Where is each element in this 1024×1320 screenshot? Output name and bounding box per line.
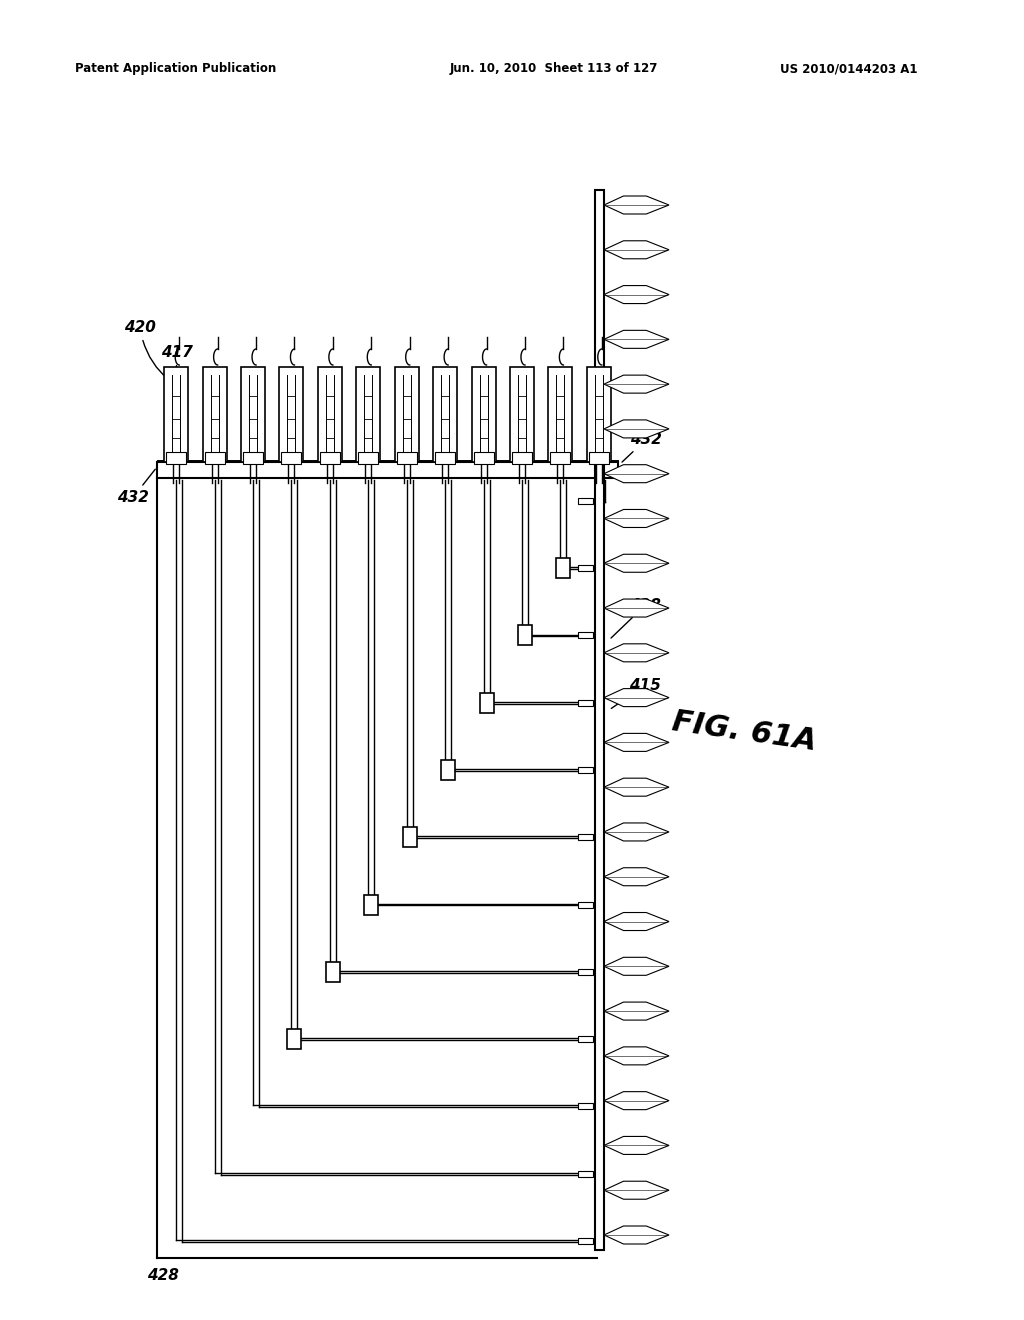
Bar — [578, 834, 593, 841]
Polygon shape — [604, 285, 669, 304]
Bar — [365, 895, 378, 915]
Bar — [578, 1171, 593, 1176]
Bar — [578, 1104, 593, 1109]
Bar — [280, 367, 303, 462]
Bar — [510, 367, 534, 462]
Polygon shape — [604, 689, 669, 706]
Bar — [471, 367, 496, 462]
Polygon shape — [604, 330, 669, 348]
Polygon shape — [604, 195, 669, 214]
Bar — [578, 969, 593, 974]
Polygon shape — [604, 1092, 669, 1110]
Text: 428: 428 — [611, 598, 660, 638]
Bar — [358, 451, 378, 465]
Polygon shape — [604, 1002, 669, 1020]
Polygon shape — [604, 420, 669, 438]
Polygon shape — [604, 1181, 669, 1199]
Bar — [243, 451, 263, 465]
Polygon shape — [604, 867, 669, 886]
Bar — [396, 451, 417, 465]
Bar — [518, 626, 531, 645]
Bar — [326, 962, 340, 982]
Bar — [578, 1238, 593, 1243]
Bar — [556, 558, 570, 578]
Polygon shape — [604, 1137, 669, 1155]
Polygon shape — [604, 510, 669, 528]
Bar — [203, 367, 226, 462]
Bar — [595, 190, 604, 1250]
Polygon shape — [604, 240, 669, 259]
Text: US 2010/0144203 A1: US 2010/0144203 A1 — [780, 62, 918, 75]
Bar — [356, 367, 380, 462]
Bar — [479, 693, 494, 713]
Polygon shape — [604, 1047, 669, 1065]
Polygon shape — [604, 644, 669, 661]
Bar — [394, 367, 419, 462]
Polygon shape — [604, 465, 669, 483]
Bar — [587, 367, 610, 462]
Bar — [550, 451, 570, 465]
Bar — [578, 1036, 593, 1041]
Text: 415: 415 — [611, 678, 660, 709]
Bar — [317, 367, 342, 462]
Polygon shape — [604, 1226, 669, 1243]
Text: Jun. 10, 2010  Sheet 113 of 127: Jun. 10, 2010 Sheet 113 of 127 — [450, 62, 658, 75]
Text: 420: 420 — [124, 319, 169, 380]
Polygon shape — [604, 554, 669, 573]
Bar — [205, 451, 224, 465]
Bar — [319, 451, 340, 465]
Bar — [157, 462, 618, 478]
Bar — [578, 700, 593, 706]
Text: FIG. 61A: FIG. 61A — [670, 708, 818, 756]
Polygon shape — [604, 822, 669, 841]
Bar — [433, 367, 457, 462]
Text: 432: 432 — [622, 432, 662, 462]
Bar — [578, 565, 593, 572]
Bar — [578, 902, 593, 908]
Bar — [578, 498, 593, 504]
Bar — [435, 451, 455, 465]
Text: 428: 428 — [147, 1269, 179, 1283]
Polygon shape — [604, 599, 669, 616]
Polygon shape — [604, 912, 669, 931]
Bar — [473, 451, 494, 465]
Bar — [589, 451, 609, 465]
Bar — [578, 632, 593, 639]
Polygon shape — [604, 734, 669, 751]
Bar — [164, 367, 188, 462]
Polygon shape — [604, 779, 669, 796]
Bar — [578, 767, 593, 774]
Bar — [441, 760, 455, 780]
Text: 417: 417 — [161, 345, 194, 395]
Text: 432: 432 — [117, 469, 156, 506]
Bar — [549, 367, 572, 462]
Bar — [288, 1030, 301, 1049]
Polygon shape — [604, 375, 669, 393]
Bar — [241, 367, 265, 462]
Bar — [512, 451, 531, 465]
Bar — [402, 828, 417, 847]
Bar — [282, 451, 301, 465]
Bar — [166, 451, 186, 465]
Text: Patent Application Publication: Patent Application Publication — [75, 62, 276, 75]
Polygon shape — [604, 957, 669, 975]
